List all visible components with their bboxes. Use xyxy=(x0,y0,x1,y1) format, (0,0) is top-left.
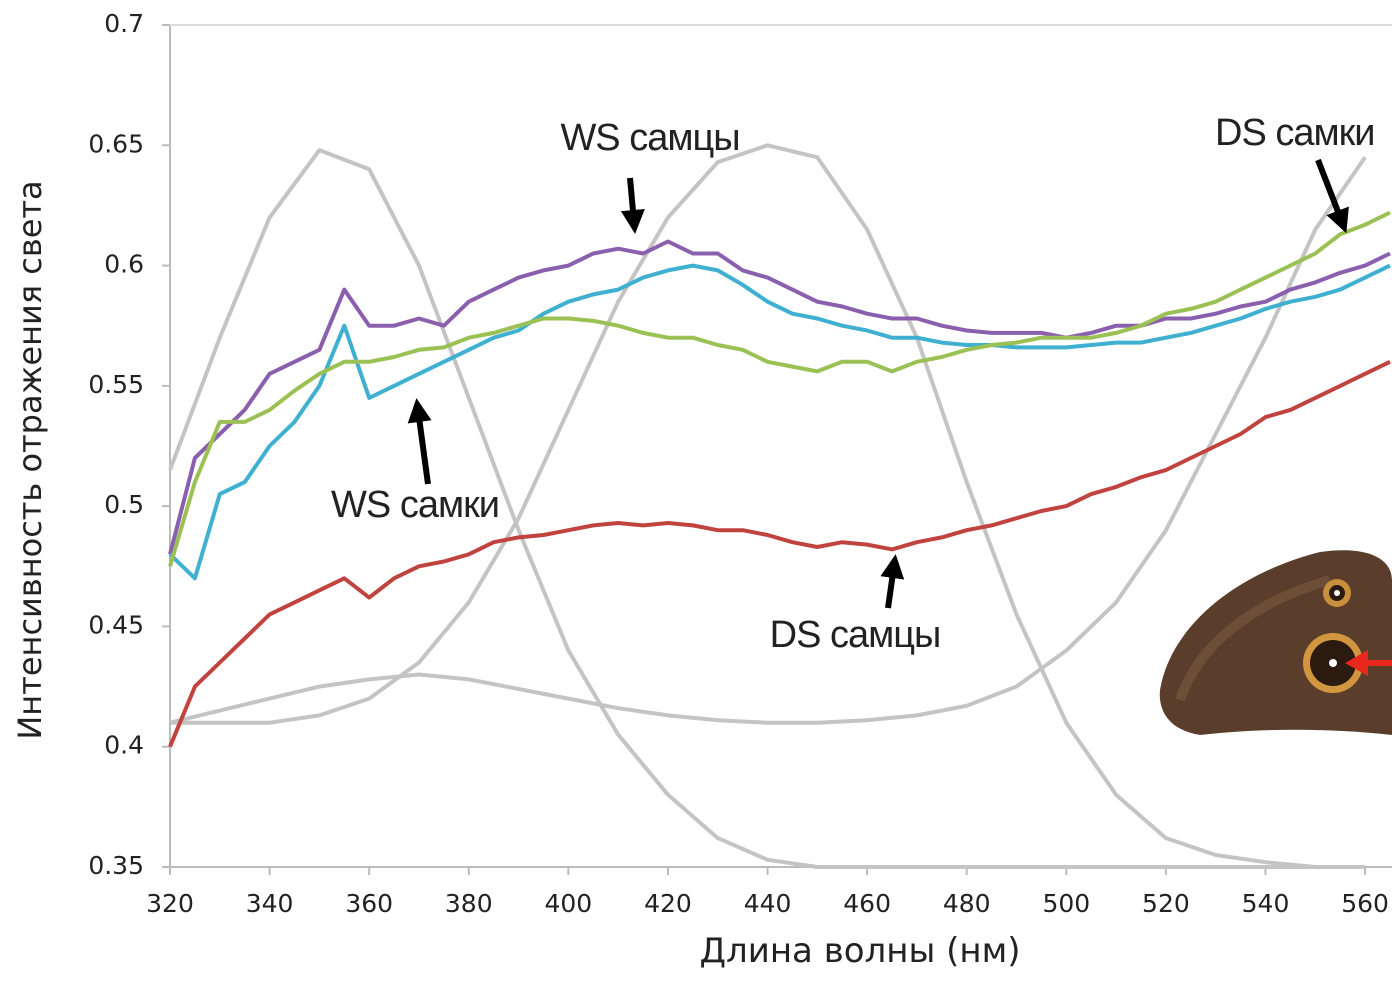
sensitivity-curve xyxy=(169,156,1367,725)
y-tick-label: 0.5 xyxy=(104,490,144,519)
x-tick-label: 500 xyxy=(1042,889,1090,918)
annotation-label: DS самки xyxy=(1215,112,1374,154)
series-line xyxy=(168,263,1391,581)
x-tick-label: 440 xyxy=(744,889,792,918)
series-line xyxy=(168,359,1391,748)
y-tick-label: 0.45 xyxy=(88,610,144,639)
y-tick-label: 0.4 xyxy=(104,731,144,760)
x-axis-title: Длина волны (нм) xyxy=(699,931,1020,971)
series-line xyxy=(168,210,1391,567)
x-tick-label: 360 xyxy=(345,889,393,918)
x-tick-label: 340 xyxy=(246,889,294,918)
y-axis-title: Интенсивность отражения света xyxy=(11,180,49,739)
annotation-arrow xyxy=(620,177,645,234)
y-tick-label: 0.6 xyxy=(104,250,144,279)
sensitivity-curve xyxy=(168,148,1366,869)
wing-photo xyxy=(1159,550,1392,735)
x-tick-label: 480 xyxy=(943,889,991,918)
annotation-arrow xyxy=(1315,158,1349,234)
y-tick-label: 0.35 xyxy=(88,851,144,880)
annotation-arrow xyxy=(880,554,905,609)
x-tick-label: 560 xyxy=(1341,889,1389,918)
annotation-arrow xyxy=(407,398,432,485)
sensitivity-curve xyxy=(170,143,1366,869)
x-tick-label: 540 xyxy=(1242,889,1290,918)
annotation-label: WS самцы xyxy=(560,117,739,159)
series-line xyxy=(168,239,1391,555)
x-tick-label: 320 xyxy=(146,889,194,918)
y-tick-label: 0.55 xyxy=(88,370,144,399)
x-tick-label: 460 xyxy=(843,889,891,918)
x-tick-label: 380 xyxy=(445,889,493,918)
annotation-label: DS самцы xyxy=(770,614,941,656)
x-tick-label: 520 xyxy=(1142,889,1190,918)
y-tick-label: 0.65 xyxy=(88,129,144,158)
x-tick-label: 420 xyxy=(644,889,692,918)
x-tick-label: 400 xyxy=(545,889,593,918)
annotation-label: WS самки xyxy=(331,484,499,526)
y-tick-label: 0.7 xyxy=(104,9,144,38)
